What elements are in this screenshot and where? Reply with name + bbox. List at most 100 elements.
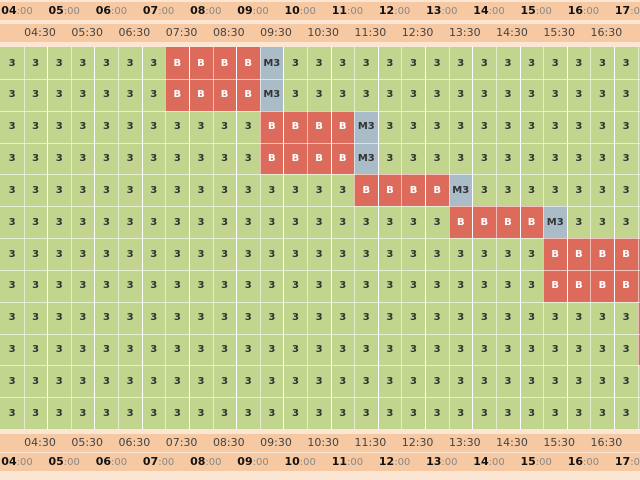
available-slot[interactable]: 3 (448, 397, 473, 430)
available-slot[interactable]: 3 (236, 365, 261, 398)
available-slot[interactable]: 3 (141, 333, 166, 366)
booked-slot[interactable]: B (330, 142, 355, 175)
available-slot[interactable]: 3 (236, 142, 261, 175)
available-slot[interactable]: 3 (425, 110, 450, 143)
booked-slot[interactable]: B (165, 78, 190, 112)
available-slot[interactable]: 3 (495, 47, 521, 80)
available-slot[interactable]: 3 (188, 301, 214, 334)
available-slot[interactable]: 3 (118, 397, 143, 430)
available-slot[interactable]: 3 (472, 47, 497, 80)
available-slot[interactable]: 3 (590, 110, 615, 143)
available-slot[interactable]: 3 (614, 110, 639, 143)
booked-slot[interactable]: B (283, 110, 308, 143)
available-slot[interactable]: 3 (377, 365, 402, 398)
available-slot[interactable]: 3 (70, 174, 95, 207)
available-slot[interactable]: 3 (165, 142, 190, 175)
available-slot[interactable]: 3 (165, 238, 190, 271)
available-slot[interactable]: 3 (354, 47, 379, 80)
available-slot[interactable]: 3 (94, 206, 119, 239)
available-slot[interactable]: 3 (377, 142, 402, 175)
available-slot[interactable]: 3 (543, 47, 568, 80)
available-slot[interactable]: 3 (495, 174, 521, 207)
available-slot[interactable]: 3 (401, 206, 426, 239)
available-slot[interactable]: 3 (141, 365, 166, 398)
available-slot[interactable]: 3 (472, 397, 497, 430)
available-slot[interactable]: 3 (188, 365, 214, 398)
available-slot[interactable]: 3 (590, 333, 615, 366)
available-slot[interactable]: 3 (307, 269, 332, 303)
available-slot[interactable]: 3 (0, 206, 25, 239)
available-slot[interactable]: 3 (307, 333, 332, 366)
available-slot[interactable]: 3 (330, 301, 355, 334)
available-slot[interactable]: 3 (283, 365, 308, 398)
available-slot[interactable]: 3 (0, 397, 25, 430)
available-slot[interactable]: 3 (354, 365, 379, 398)
available-slot[interactable]: 3 (259, 238, 284, 271)
available-slot[interactable]: 3 (283, 238, 308, 271)
available-slot[interactable]: 3 (70, 206, 95, 239)
available-slot[interactable]: 3 (47, 397, 72, 430)
booked-slot[interactable]: B (590, 269, 615, 303)
available-slot[interactable]: 3 (543, 397, 568, 430)
available-slot[interactable]: 3 (307, 238, 332, 271)
available-slot[interactable]: 3 (118, 238, 143, 271)
available-slot[interactable]: 3 (401, 110, 426, 143)
available-slot[interactable]: 3 (354, 397, 379, 430)
available-slot[interactable]: 3 (47, 238, 72, 271)
available-slot[interactable]: 3 (212, 365, 237, 398)
available-slot[interactable]: 3 (307, 365, 332, 398)
available-slot[interactable]: 3 (118, 142, 143, 175)
available-slot[interactable]: 3 (259, 365, 284, 398)
available-slot[interactable]: 3 (495, 110, 521, 143)
available-slot[interactable]: 3 (495, 333, 521, 366)
available-slot[interactable]: 3 (141, 142, 166, 175)
buffer-slot[interactable]: M3 (448, 174, 473, 207)
buffer-slot[interactable]: M3 (354, 142, 379, 175)
available-slot[interactable]: 3 (519, 47, 544, 80)
booked-slot[interactable]: B (543, 238, 568, 271)
available-slot[interactable]: 3 (472, 142, 497, 175)
available-slot[interactable]: 3 (118, 301, 143, 334)
available-slot[interactable]: 3 (188, 238, 214, 271)
available-slot[interactable]: 3 (354, 269, 379, 303)
available-slot[interactable]: 3 (70, 142, 95, 175)
available-slot[interactable]: 3 (330, 365, 355, 398)
available-slot[interactable]: 3 (425, 301, 450, 334)
available-slot[interactable]: 3 (118, 174, 143, 207)
available-slot[interactable]: 3 (212, 238, 237, 271)
available-slot[interactable]: 3 (472, 238, 497, 271)
available-slot[interactable]: 3 (543, 78, 568, 112)
available-slot[interactable]: 3 (47, 78, 72, 112)
available-slot[interactable]: 3 (47, 269, 72, 303)
available-slot[interactable]: 3 (94, 110, 119, 143)
available-slot[interactable]: 3 (543, 110, 568, 143)
booked-slot[interactable]: B (543, 269, 568, 303)
booked-slot[interactable]: B (188, 78, 214, 112)
available-slot[interactable]: 3 (118, 269, 143, 303)
available-slot[interactable]: 3 (70, 110, 95, 143)
available-slot[interactable]: 3 (283, 269, 308, 303)
available-slot[interactable]: 3 (259, 333, 284, 366)
available-slot[interactable]: 3 (566, 47, 591, 80)
available-slot[interactable]: 3 (425, 78, 450, 112)
available-slot[interactable]: 3 (23, 142, 48, 175)
available-slot[interactable]: 3 (118, 78, 143, 112)
booked-slot[interactable]: B (165, 47, 190, 80)
available-slot[interactable]: 3 (519, 365, 544, 398)
available-slot[interactable]: 3 (519, 110, 544, 143)
available-slot[interactable]: 3 (236, 301, 261, 334)
available-slot[interactable]: 3 (118, 47, 143, 80)
buffer-slot[interactable]: M3 (543, 206, 568, 239)
available-slot[interactable]: 3 (330, 78, 355, 112)
available-slot[interactable]: 3 (47, 206, 72, 239)
booked-slot[interactable]: B (259, 142, 284, 175)
available-slot[interactable]: 3 (495, 301, 521, 334)
available-slot[interactable]: 3 (614, 206, 639, 239)
available-slot[interactable]: 3 (614, 365, 639, 398)
available-slot[interactable]: 3 (448, 238, 473, 271)
available-slot[interactable]: 3 (118, 333, 143, 366)
available-slot[interactable]: 3 (590, 174, 615, 207)
available-slot[interactable]: 3 (566, 206, 591, 239)
available-slot[interactable]: 3 (354, 206, 379, 239)
available-slot[interactable]: 3 (283, 47, 308, 80)
